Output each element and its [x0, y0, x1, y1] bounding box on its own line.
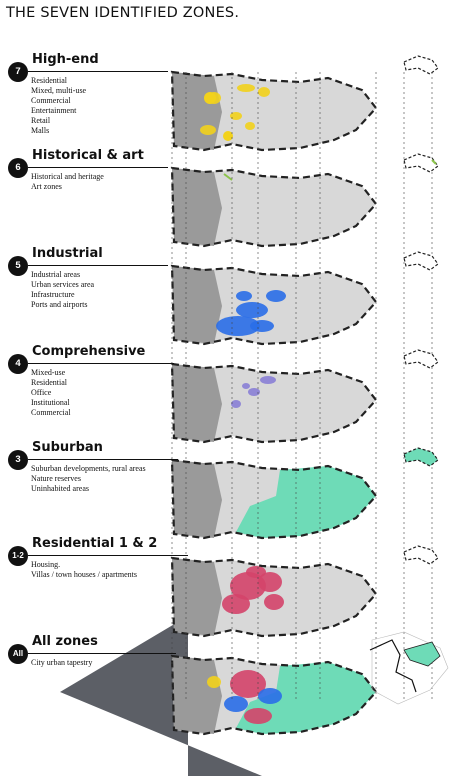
zone-item: Art zones: [31, 182, 62, 191]
zone-items: Mixed-use Residential Office Institutional C…: [31, 368, 71, 418]
zone-name: Residential 1 & 2: [32, 536, 158, 551]
zone-item: Urban services area: [31, 280, 95, 289]
map-layer: [170, 166, 378, 248]
zone-name: Historical & art: [32, 148, 144, 163]
zone-badge: 5: [8, 256, 28, 276]
zone-rule: [28, 459, 178, 461]
zone-rule: [28, 555, 188, 557]
mini-location-icon: [403, 251, 439, 271]
mini-location-icon: [403, 447, 439, 467]
map-layer: [170, 362, 378, 444]
map-layer: [170, 654, 378, 736]
zone-rule: [28, 363, 174, 365]
zone-item: Nature reserves: [31, 474, 81, 483]
zone-badge: 4: [8, 354, 28, 374]
zone-items: City urban tapestry: [31, 658, 92, 668]
zone-item: Historical and heritage: [31, 172, 104, 181]
page-title: THE SEVEN IDENTIFIED ZONES.: [6, 5, 240, 21]
mini-location-icon: [403, 55, 439, 75]
zone-name: Industrial: [32, 246, 103, 261]
zone-item: Suburban developments, rural areas: [31, 464, 146, 473]
zone-item: Mixed-use: [31, 368, 66, 377]
zone-items: Housing. Villas / town houses / apartment…: [31, 560, 137, 580]
zone-item: Villas / town houses / apartments: [31, 570, 137, 579]
zone-item: Ports and airports: [31, 300, 88, 309]
map-layer: [170, 70, 378, 152]
zone-item: Commercial: [31, 408, 71, 417]
zone-name: Comprehensive: [32, 344, 146, 359]
zone-name: Suburban: [32, 440, 103, 455]
zone-badge: 1-2: [8, 546, 28, 566]
zone-item: Industrial areas: [31, 270, 81, 279]
zone-item: Residential: [31, 76, 67, 85]
zone-item: Uninhabited areas: [31, 484, 89, 493]
mini-location-icon: [403, 545, 439, 565]
zone-item: Office: [31, 388, 52, 397]
zone-badge: 7: [8, 62, 28, 82]
zone-item: Malls: [31, 126, 50, 135]
zone-name: High-end: [32, 52, 99, 67]
zone-badge: 3: [8, 450, 28, 470]
zone-item: Commercial: [31, 96, 71, 105]
map-layer: [170, 264, 378, 346]
zone-items: Residential Mixed, multi-use Commercial Ent…: [31, 76, 86, 136]
zone-item: Mixed, multi-use: [31, 86, 87, 95]
inset-map: [369, 631, 449, 705]
zone-badge: All: [8, 644, 28, 664]
zone-name: All zones: [32, 634, 98, 649]
zone-item: City urban tapestry: [31, 658, 93, 667]
map-layer: [170, 458, 378, 540]
zone-rule: [28, 653, 176, 655]
zone-item: Infrastructure: [31, 290, 75, 299]
map-layer: [170, 556, 378, 638]
zone-items: Industrial areas Urban services area Infra…: [31, 270, 94, 310]
base-plane: [60, 616, 262, 776]
zone-item: Housing.: [31, 560, 61, 569]
zone-items: Historical and heritage Art zones: [31, 172, 104, 192]
zone-rule: [28, 167, 168, 169]
zone-badge: 6: [8, 158, 28, 178]
mini-location-icon: [403, 349, 439, 369]
zone-item: Residential: [31, 378, 67, 387]
zone-rule: [28, 71, 168, 73]
zone-item: Retail: [31, 116, 51, 125]
zone-item: Entertainment: [31, 106, 77, 115]
zone-rule: [28, 265, 168, 267]
zone-item: Institutional: [31, 398, 70, 407]
mini-location-icon: [403, 153, 439, 173]
zone-items: Suburban developments, rural areas Nature…: [31, 464, 146, 494]
